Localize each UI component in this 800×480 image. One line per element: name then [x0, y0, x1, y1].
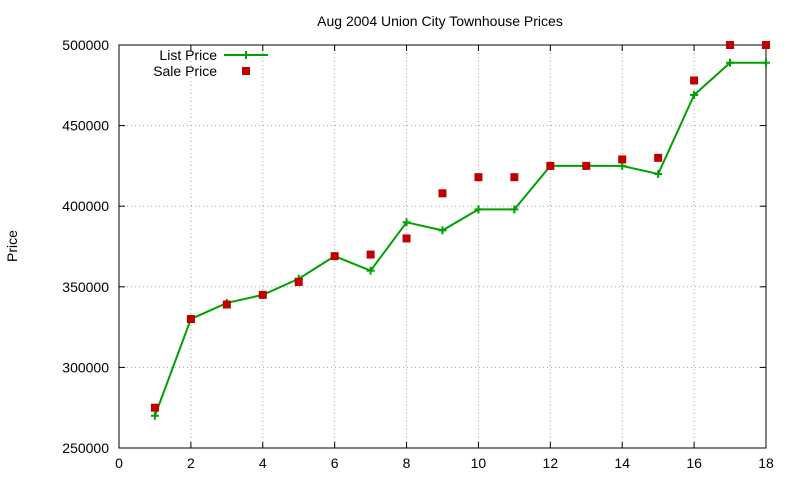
list-price-point	[690, 90, 699, 99]
list-price-point	[762, 58, 770, 67]
x-tick-label: 10	[471, 455, 487, 471]
x-tick-label: 18	[758, 455, 774, 471]
legend: List Price Sale Price	[153, 47, 268, 79]
list-price-point	[654, 169, 663, 178]
y-tick-label: 250000	[62, 440, 109, 456]
sale-price-point	[330, 252, 339, 261]
x-tick-label: 16	[686, 455, 702, 471]
y-tick-label: 400000	[62, 198, 109, 214]
sale-price-point	[402, 234, 411, 243]
x-tick-label: 6	[331, 455, 339, 471]
x-tick-label: 2	[187, 455, 195, 471]
list-price-point	[438, 226, 447, 235]
sale-price-point	[726, 41, 735, 49]
x-tick-label: 4	[259, 455, 267, 471]
x-tick-label: 0	[115, 455, 123, 471]
list-price-point	[150, 411, 159, 420]
legend-label-list-price: List Price	[159, 47, 217, 63]
sale-price-point	[186, 315, 195, 324]
list-price-point	[402, 218, 411, 227]
y-tick-label: 450000	[62, 118, 109, 134]
sale-price-point	[222, 300, 231, 309]
sale-price-point	[690, 76, 699, 85]
legend-label-sale-price: Sale Price	[153, 63, 217, 79]
chart-title: Aug 2004 Union City Townhouse Prices	[317, 13, 563, 29]
sale-price-point	[438, 189, 447, 198]
list-price-point	[726, 58, 735, 67]
y-tick-label: 350000	[62, 279, 109, 295]
grid-lines	[119, 45, 766, 448]
list-price-point	[366, 266, 375, 275]
sale-price-point	[654, 153, 663, 162]
series-layer	[150, 41, 770, 420]
sale-price-point	[366, 250, 375, 259]
list-price-point	[474, 205, 483, 214]
legend-marker-list-price	[242, 51, 250, 59]
legend-swatch-sale-price	[242, 67, 250, 75]
sale-price-point	[474, 173, 483, 182]
y-axis-label: Price	[4, 230, 20, 262]
sale-price-point	[618, 155, 627, 164]
sale-price-point	[150, 403, 159, 412]
y-tick-label: 500000	[62, 37, 109, 53]
y-tick-label: 300000	[62, 359, 109, 375]
axis-ticks: 0 2 4 6 8 10 12 14 16 18 250000 300000 350000 400000 4…	[62, 37, 774, 471]
sale-price-point	[582, 161, 591, 170]
list-price-point	[510, 205, 519, 214]
list-price-line	[154, 61, 766, 417]
sale-price-point	[294, 277, 303, 286]
sale-price-point	[546, 161, 555, 170]
x-tick-label: 8	[403, 455, 411, 471]
x-tick-label: 12	[543, 455, 559, 471]
sale-price-point	[762, 41, 770, 49]
sale-price-point	[510, 173, 519, 182]
sale-price-point	[258, 290, 267, 299]
x-tick-label: 14	[614, 455, 630, 471]
plot-frame	[118, 44, 767, 449]
